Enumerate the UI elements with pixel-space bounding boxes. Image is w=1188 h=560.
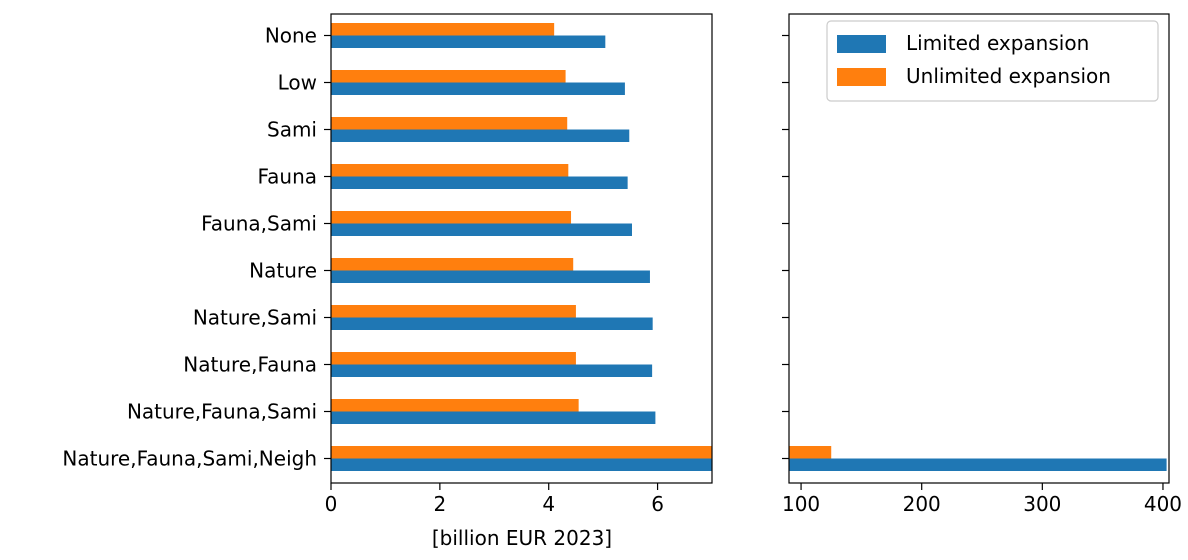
legend-label-unlimited-expansion: Unlimited expansion xyxy=(906,64,1111,88)
bar-left-limited-expansion-sami xyxy=(331,129,630,142)
bar-left-unlimited-expansion-low xyxy=(331,70,566,83)
legend-swatch-limited-expansion xyxy=(837,35,886,53)
bar-left-unlimited-expansion-nature-fauna-sami xyxy=(331,399,579,412)
bar-left-limited-expansion-none xyxy=(331,35,606,48)
legend: Limited expansion Unlimited expansion xyxy=(826,20,1159,102)
bar-left-unlimited-expansion-nature-sami xyxy=(331,305,576,318)
y-tick-label-nature-fauna-sami-neigh: Nature,Fauna,Sami,Neigh xyxy=(62,447,317,471)
y-tick-label-fauna: Fauna xyxy=(257,165,317,189)
x-tick-label: 0 xyxy=(325,492,338,516)
x-tick-label: 400 xyxy=(1144,492,1182,516)
bar-left-unlimited-expansion-fauna xyxy=(331,164,569,177)
y-tick-label-none: None xyxy=(265,24,317,48)
bar-left-limited-expansion-nature xyxy=(331,270,650,283)
bars-group xyxy=(331,23,712,471)
bar-right-unlimited-expansion-nature-fauna-sami-neigh xyxy=(789,446,832,459)
bar-left-unlimited-expansion-fauna-sami xyxy=(331,211,572,224)
x-tick-label: 200 xyxy=(903,492,941,516)
bar-left-unlimited-expansion-none xyxy=(331,23,555,36)
x-tick-label: 4 xyxy=(542,492,555,516)
y-tick-label-nature-fauna-sami: Nature,Fauna,Sami xyxy=(127,400,317,424)
y-tick-label-nature-sami: Nature,Sami xyxy=(193,306,317,330)
bar-left-limited-expansion-low xyxy=(331,82,625,95)
left-panel: 0 2 4 6 None Low Sami Fauna Fauna,Sami Nature Natu… xyxy=(62,13,713,516)
x-tick-label: 2 xyxy=(433,492,446,516)
bar-left-limited-expansion-fauna xyxy=(331,176,628,189)
x-tick-label: 100 xyxy=(782,492,820,516)
y-tick-label-fauna-sami: Fauna,Sami xyxy=(201,212,317,236)
bar-right-limited-expansion-nature-fauna-sami-neigh xyxy=(789,458,1167,471)
bar-left-unlimited-expansion-sami xyxy=(331,117,568,130)
bar-left-unlimited-expansion-nature xyxy=(331,258,574,271)
right-panel: 100 200 300 400 xyxy=(782,13,1182,516)
x-tick-label: 6 xyxy=(651,492,664,516)
bar-left-unlimited-expansion-nature-fauna xyxy=(331,352,576,365)
legend-swatch-unlimited-expansion xyxy=(837,68,886,86)
legend-frame xyxy=(826,20,1159,102)
y-tick-label-low: Low xyxy=(278,71,317,95)
y-tick-label-nature: Nature xyxy=(249,259,317,283)
x-axis-label: [billion EUR 2023] xyxy=(432,526,612,550)
plot-frame xyxy=(788,13,1170,484)
bar-left-unlimited-expansion-nature-fauna-sami-neigh xyxy=(331,446,712,459)
bar-left-limited-expansion-fauna-sami xyxy=(331,223,632,236)
legend-label-limited-expansion: Limited expansion xyxy=(906,31,1089,55)
bars-group xyxy=(789,446,1167,471)
bar-left-limited-expansion-nature-fauna xyxy=(331,364,653,377)
bar-left-limited-expansion-nature-fauna-sami xyxy=(331,411,656,424)
bar-left-limited-expansion-nature-sami xyxy=(331,317,653,330)
bar-left-limited-expansion-nature-fauna-sami-neigh xyxy=(331,458,712,471)
plot-frame xyxy=(330,13,713,484)
x-tick-label: 300 xyxy=(1023,492,1061,516)
y-tick-label-sami: Sami xyxy=(267,118,317,142)
y-tick-label-nature-fauna: Nature,Fauna xyxy=(183,353,317,377)
